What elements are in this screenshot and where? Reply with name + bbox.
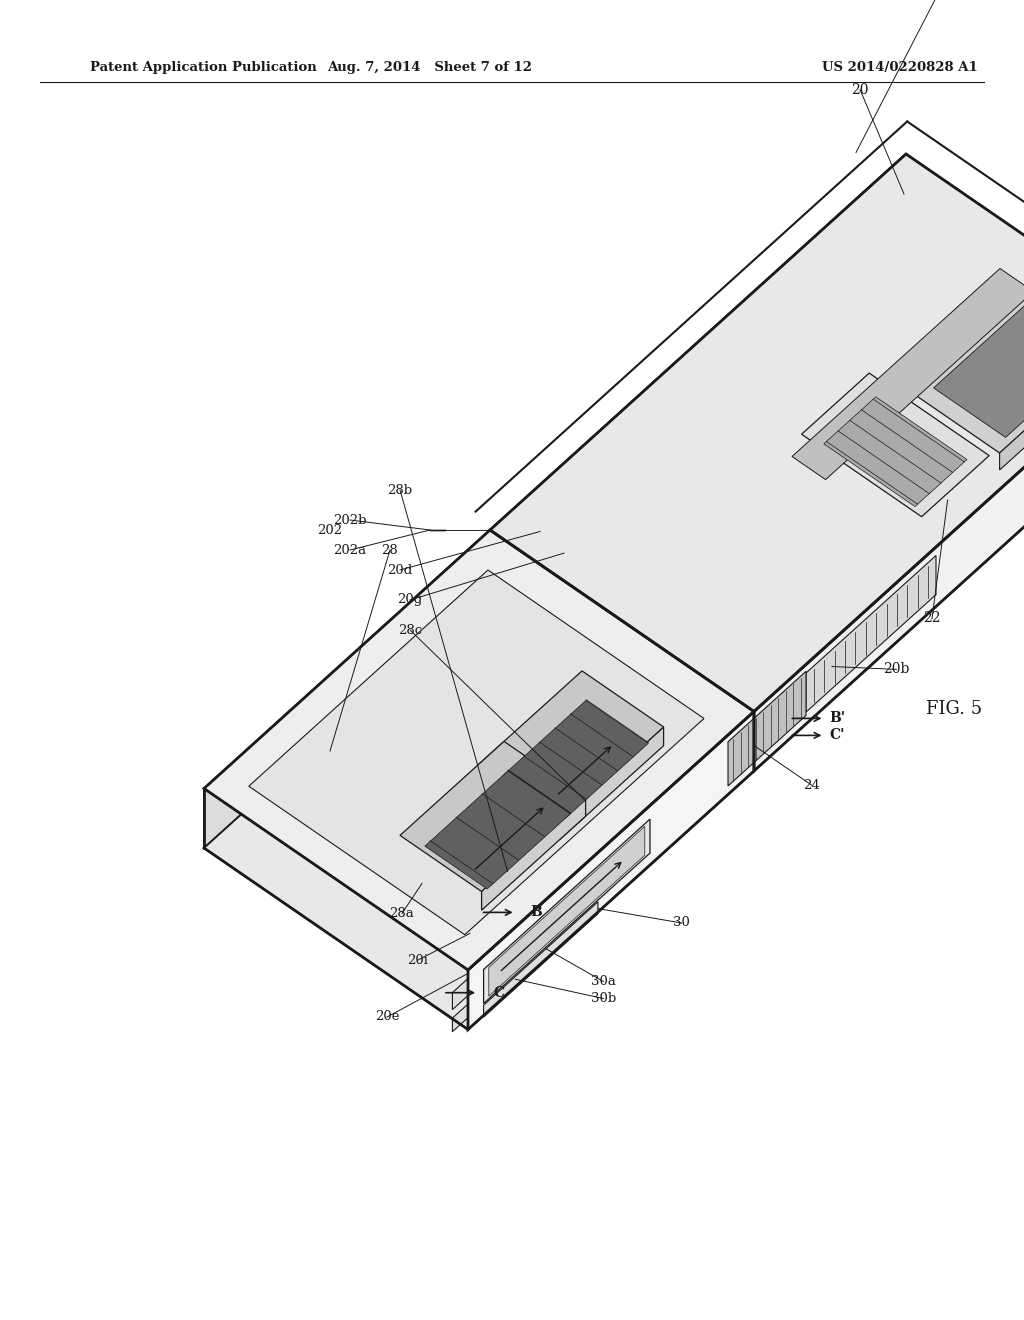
Polygon shape	[453, 1005, 468, 1032]
Polygon shape	[792, 268, 1024, 479]
Text: 28c: 28c	[398, 623, 422, 636]
Text: 20: 20	[851, 82, 868, 96]
Text: B': B'	[829, 711, 846, 726]
Text: 20d: 20d	[387, 564, 413, 577]
Text: US 2014/0220828 A1: US 2014/0220828 A1	[822, 62, 978, 74]
Polygon shape	[468, 711, 754, 1030]
Text: FIG. 5: FIG. 5	[926, 700, 982, 718]
Text: 30a: 30a	[591, 975, 616, 989]
Polygon shape	[754, 335, 1024, 771]
Text: 22: 22	[924, 611, 941, 626]
Polygon shape	[249, 570, 705, 935]
Polygon shape	[490, 154, 906, 598]
Text: B: B	[530, 906, 543, 920]
Polygon shape	[823, 397, 967, 507]
Text: 202b: 202b	[333, 513, 367, 527]
Text: 202: 202	[317, 524, 343, 536]
Polygon shape	[559, 727, 664, 840]
Polygon shape	[425, 771, 570, 888]
Polygon shape	[483, 820, 650, 1003]
Polygon shape	[490, 154, 1024, 711]
Text: 28a: 28a	[389, 907, 415, 920]
Polygon shape	[999, 335, 1024, 470]
Polygon shape	[488, 826, 645, 997]
Polygon shape	[400, 742, 586, 891]
Text: 20b: 20b	[884, 663, 909, 676]
Text: Patent Application Publication: Patent Application Publication	[90, 62, 316, 74]
Polygon shape	[481, 797, 586, 911]
Text: 30b: 30b	[591, 993, 616, 1005]
Polygon shape	[204, 531, 754, 970]
Polygon shape	[728, 672, 806, 785]
Polygon shape	[483, 902, 598, 1018]
Polygon shape	[204, 531, 490, 847]
Polygon shape	[490, 154, 906, 590]
Text: 28b: 28b	[387, 483, 413, 496]
Text: 28: 28	[382, 544, 398, 557]
Polygon shape	[503, 701, 648, 818]
Text: 20i: 20i	[408, 953, 428, 966]
Text: 24: 24	[803, 779, 820, 792]
Polygon shape	[478, 671, 664, 821]
Polygon shape	[453, 978, 468, 1010]
Text: C': C'	[829, 729, 845, 742]
Text: 20e: 20e	[375, 1011, 399, 1023]
Polygon shape	[934, 298, 1024, 437]
Text: Aug. 7, 2014   Sheet 7 of 12: Aug. 7, 2014 Sheet 7 of 12	[328, 62, 532, 74]
Polygon shape	[204, 590, 754, 1030]
Text: 30: 30	[673, 916, 690, 929]
Polygon shape	[806, 556, 936, 711]
Text: C: C	[493, 986, 504, 999]
Text: 202a: 202a	[334, 544, 367, 557]
Polygon shape	[802, 374, 989, 516]
Text: 20g: 20g	[397, 594, 423, 606]
Polygon shape	[908, 273, 1024, 453]
